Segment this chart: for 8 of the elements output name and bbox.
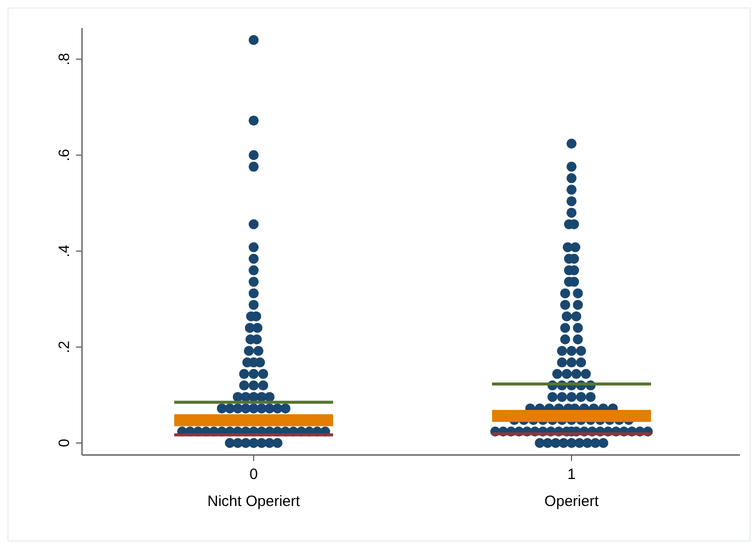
y-tick-label: .4 (56, 244, 73, 258)
x-tick-label: 1 (567, 466, 576, 483)
y-tick-label: .8 (56, 52, 73, 66)
y-tick-label: 0 (56, 438, 73, 448)
y-tick-label: .6 (56, 148, 73, 162)
y-tick-label: .2 (56, 340, 73, 354)
text: Operiert (544, 493, 600, 510)
text: Nicht Operiert (207, 493, 301, 510)
